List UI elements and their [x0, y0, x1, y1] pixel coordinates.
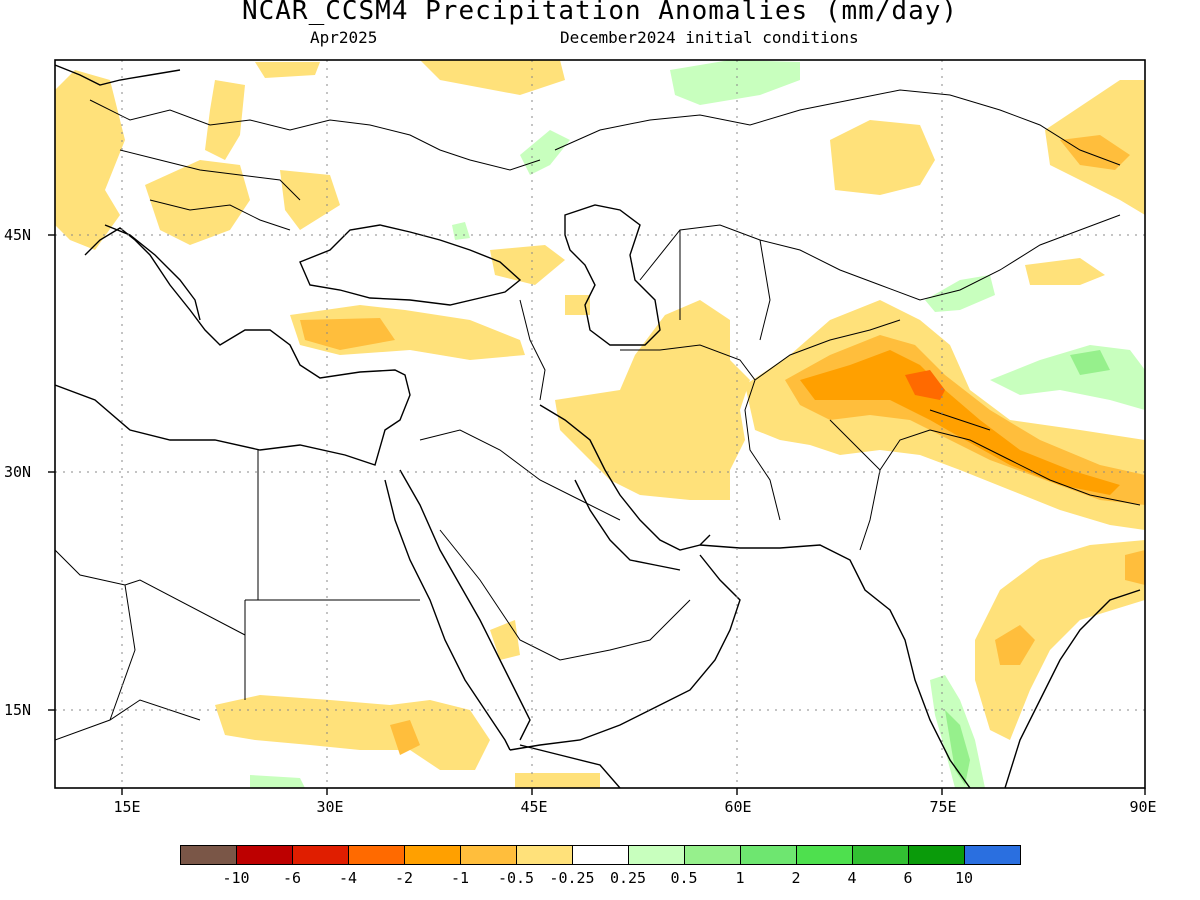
lon-label-75e: 75E [929, 798, 957, 816]
colorbar-swatch [348, 845, 405, 865]
colorbar-label: -4 [338, 869, 358, 887]
colorbar-swatch [460, 845, 517, 865]
border-afghan-pak [754, 319, 931, 551]
colorbar-swatch [404, 845, 461, 865]
dry-area-ethiopia [390, 720, 420, 755]
axis-ticks [48, 234, 1146, 795]
coast-persian-gulf [539, 404, 711, 571]
lat-label-30n: 30N [4, 463, 32, 481]
colorbar-label: 4 [847, 869, 857, 887]
colorbar-swatch [964, 845, 1021, 865]
lon-label-30e: 30E [316, 798, 344, 816]
colorbar-label: -0.5 [497, 869, 535, 887]
colorbar-swatch [740, 845, 797, 865]
colorbar-swatch [236, 845, 293, 865]
dry-area-turkey-2 [300, 318, 395, 350]
dry-area-caucasus [490, 245, 565, 285]
border-africa-west [55, 549, 246, 741]
coast-africa-horn [519, 744, 621, 788]
coast-caspian [564, 204, 661, 346]
borders [55, 89, 1141, 741]
colorbar-swatch [684, 845, 741, 865]
dry-area-peak [905, 370, 945, 400]
border-europe [89, 99, 541, 231]
dry-area-sudan [215, 695, 490, 770]
coast-black-sea [299, 224, 522, 306]
dry-area-ukraine [205, 80, 245, 160]
wet-area-russia [670, 60, 800, 105]
border-saudi [419, 429, 691, 661]
wet-area-black-sea [452, 222, 470, 240]
coast-adriatic [104, 224, 201, 321]
border-central-asia [639, 214, 1121, 341]
dry-area-north-sea [255, 62, 320, 78]
lat-label-15n: 15N [4, 701, 32, 719]
lon-label-45e: 45E [520, 798, 548, 816]
dry-area-caspian [565, 295, 590, 315]
colorbar-label: -1 [450, 869, 470, 887]
anomaly-fields [55, 60, 1145, 788]
colorbar-swatch [908, 845, 965, 865]
coast-baltic [55, 64, 181, 86]
forecast-month: Apr2025 [310, 28, 378, 47]
coast-india-east [1004, 589, 1141, 788]
colorbar-label: 2 [791, 869, 801, 887]
colorbar-swatch [796, 845, 853, 865]
initial-conditions: December2024 initial conditions [560, 28, 859, 47]
dry-area-balkans [145, 160, 250, 245]
lon-label-15e: 15E [113, 798, 141, 816]
coast-red-sea [384, 469, 531, 751]
wet-area-tibet-2 [1070, 350, 1110, 375]
colorbar-label: -6 [282, 869, 302, 887]
coastlines [55, 64, 1141, 788]
lon-label-60e: 60E [724, 798, 752, 816]
wet-area-caspian-north [520, 130, 570, 175]
border-russia-kazakh [554, 89, 1121, 166]
dry-area-europe [55, 70, 125, 250]
lat-label-45n: 45N [4, 226, 32, 244]
wet-area-tibet [990, 345, 1145, 410]
colorbar-swatch [180, 845, 237, 865]
border-india-china [929, 409, 1141, 506]
gridlines [55, 60, 1145, 788]
colorbar-label: 1 [735, 869, 745, 887]
coast-pakistan-india [699, 544, 971, 788]
colorbar-label: 0.5 [670, 869, 698, 887]
colorbar-label: 6 [903, 869, 913, 887]
coast-arabia-south [509, 554, 741, 751]
coast-mediterranean [55, 227, 411, 466]
dry-area-arabia [490, 620, 520, 660]
dry-area-himalaya-3 [800, 350, 1120, 495]
dry-area-india [975, 540, 1145, 740]
wet-area-tian-shan [925, 275, 995, 312]
colorbar-swatch [628, 845, 685, 865]
dry-area-iran [555, 300, 750, 500]
plot-frame [54, 59, 1146, 789]
dry-area-lake [515, 773, 600, 788]
dry-area-northwest [420, 60, 565, 95]
wet-area-ghats-2 [945, 710, 970, 785]
map-title: NCAR_CCSM4 Precipitation Anomalies (mm/d… [241, 0, 959, 26]
colorbar-label: -10 [222, 869, 250, 887]
dry-area-xinjiang [1025, 258, 1105, 285]
dry-area-kazakhstan [830, 120, 935, 195]
dry-area-india-2 [995, 625, 1035, 665]
border-egypt-sudan [244, 450, 420, 700]
colorbar-label: 10 [954, 869, 974, 887]
colorbar-swatch [852, 845, 909, 865]
colorbar-label: -2 [394, 869, 414, 887]
colorbar-label: 0.25 [609, 869, 647, 887]
wet-area-africa [250, 775, 305, 788]
colorbar-swatch [292, 845, 349, 865]
colorbar-swatch [572, 845, 629, 865]
colorbar-label: -0.25 [549, 869, 595, 887]
dry-area-bengal [1125, 550, 1145, 585]
dry-area-moldova [280, 170, 340, 230]
dry-area-mongolia-2 [1060, 135, 1130, 170]
lon-label-90e: 90E [1129, 798, 1157, 816]
colorbar-swatch [516, 845, 573, 865]
